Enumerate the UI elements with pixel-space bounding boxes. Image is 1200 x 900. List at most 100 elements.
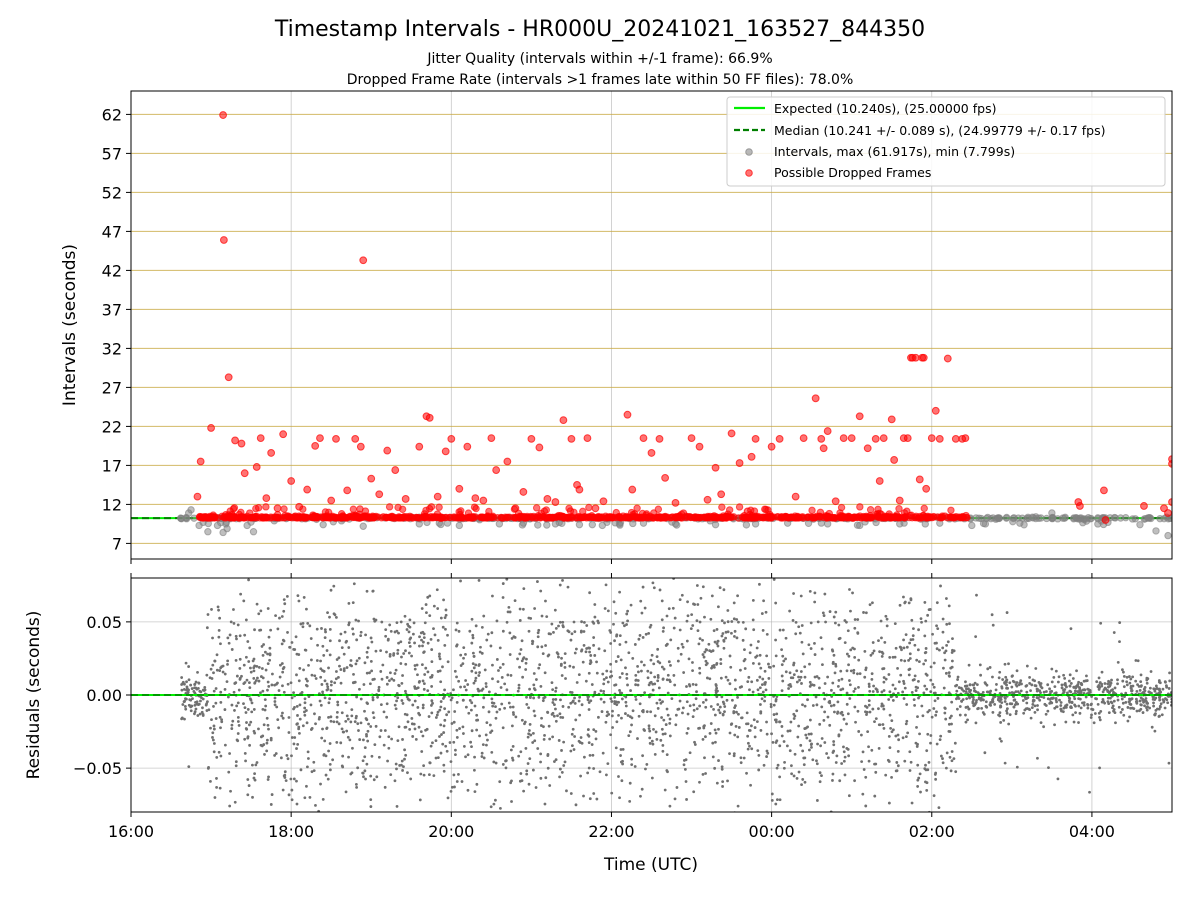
residual-point: [327, 749, 330, 753]
residual-point: [615, 634, 618, 638]
residual-point: [395, 804, 399, 808]
residual-point: [1106, 696, 1110, 700]
residual-point: [188, 698, 192, 702]
residual-point: [853, 655, 857, 659]
residual-point: [439, 723, 443, 727]
residual-point: [212, 750, 216, 754]
residual-point: [217, 629, 221, 632]
residual-point: [642, 663, 646, 667]
residual-point: [226, 636, 230, 640]
residual-point: [355, 659, 359, 663]
dropped-frame-point: [313, 514, 321, 522]
residual-point: [359, 721, 363, 725]
residual-point: [929, 665, 933, 669]
residual-point: [876, 690, 879, 694]
residual-point: [603, 607, 607, 610]
residual-point: [427, 773, 431, 777]
residual-point: [452, 773, 456, 777]
residual-point: [264, 668, 268, 672]
residual-point: [656, 647, 660, 651]
residual-point: [1012, 691, 1016, 695]
residual-point: [1090, 713, 1093, 717]
residual-point: [990, 613, 994, 617]
residual-point: [786, 729, 790, 733]
residual-point: [1049, 690, 1052, 694]
residual-point: [845, 652, 849, 656]
residual-point: [649, 658, 653, 662]
residual-point: [573, 702, 577, 705]
residual-point: [344, 701, 348, 704]
residual-point: [714, 684, 718, 688]
residual-point: [865, 713, 868, 716]
residual-point: [853, 687, 857, 691]
residual-point: [546, 766, 550, 770]
residual-point: [1095, 697, 1098, 701]
residual-point: [874, 762, 878, 766]
residual-point: [935, 624, 938, 628]
residual-point: [943, 711, 947, 715]
residual-point: [1086, 706, 1090, 710]
residual-point: [1029, 689, 1032, 693]
residual-point: [563, 652, 567, 656]
residual-point: [528, 757, 532, 761]
residual-point: [708, 731, 712, 735]
residual-point: [377, 685, 381, 689]
dropped-frame-point: [793, 514, 801, 522]
residual-point: [421, 706, 425, 710]
residual-point: [510, 800, 513, 803]
residual-point: [344, 640, 348, 644]
residual-point: [736, 695, 739, 699]
legend-dropped-swatch: [745, 169, 753, 177]
residual-point: [481, 705, 485, 709]
residual-point: [1130, 697, 1134, 701]
residual-point: [413, 664, 417, 667]
dropped-frame-point: [632, 513, 640, 521]
residual-point: [950, 700, 954, 704]
residual-point: [345, 714, 349, 718]
residual-point: [476, 718, 480, 722]
residual-point: [877, 707, 880, 711]
residual-point: [259, 691, 262, 695]
dropped-frame-point: [479, 514, 487, 522]
residual-point: [218, 786, 222, 790]
residual-point: [748, 688, 751, 692]
residual-point: [494, 761, 498, 765]
residual-point: [340, 727, 344, 731]
residual-point: [609, 631, 613, 634]
residual-point: [661, 630, 665, 633]
residual-point: [518, 652, 522, 656]
residual-point: [197, 703, 200, 707]
residual-point: [1062, 706, 1066, 710]
residual-point: [867, 699, 871, 703]
residual-point: [338, 639, 341, 643]
residual-point: [561, 705, 565, 708]
residual-point: [289, 681, 293, 685]
residual-point: [1056, 680, 1060, 684]
residual-point: [691, 682, 695, 686]
residual-point: [735, 618, 739, 621]
residual-point: [626, 714, 630, 717]
residual-point: [521, 607, 525, 611]
residual-point: [762, 599, 765, 603]
residual-point: [558, 583, 562, 587]
residual-point: [249, 698, 253, 702]
residual-point: [803, 727, 807, 730]
residual-point: [389, 671, 392, 675]
residual-point: [190, 704, 194, 708]
residual-point: [394, 707, 398, 711]
residual-point: [853, 779, 856, 783]
residual-point: [501, 582, 505, 585]
residual-point: [371, 711, 375, 715]
residual-point: [264, 704, 268, 708]
residual-point: [1145, 708, 1149, 712]
residual-point: [509, 705, 512, 709]
residual-point: [721, 785, 724, 788]
residual-point: [714, 691, 718, 695]
residual-point: [944, 671, 948, 675]
residual-point: [767, 662, 770, 666]
x-axis-label: Time (UTC): [603, 855, 698, 875]
residual-point: [473, 755, 476, 759]
residual-point: [888, 746, 892, 750]
residual-point: [772, 664, 776, 668]
residual-point: [263, 650, 267, 654]
